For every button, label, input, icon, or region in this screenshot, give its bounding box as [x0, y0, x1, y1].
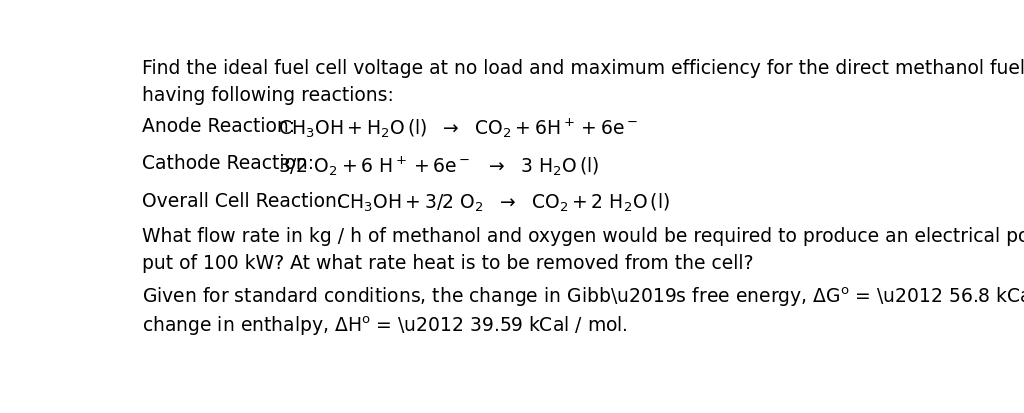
Text: $\mathregular{CH_3OH + 3/2\ O_2\ \ \rightarrow\ \ CO_2 + 2\ H_2O\,(l)}$: $\mathregular{CH_3OH + 3/2\ O_2\ \ \righ… [336, 192, 670, 214]
Text: Anode Reaction:: Anode Reaction: [142, 116, 295, 135]
Text: Cathode Reaction:: Cathode Reaction: [142, 154, 314, 173]
Text: $\mathregular{3/2\ O_2 + 6\ H^+ + 6e^-\ \ \rightarrow\ \ 3\ H_2O\,(l)}$: $\mathregular{3/2\ O_2 + 6\ H^+ + 6e^-\ … [278, 154, 599, 178]
Text: having following reactions:: having following reactions: [142, 86, 394, 105]
Text: Given for standard conditions, the change in Gibb\u2019s free energy, $\mathregu: Given for standard conditions, the chang… [142, 286, 1024, 309]
Text: change in enthalpy, $\mathregular{\Delta H^o}$ = \u2012 39.59 kCal / mol.: change in enthalpy, $\mathregular{\Delta… [142, 314, 628, 338]
Text: put of 100 kW? At what rate heat is to be removed from the cell?: put of 100 kW? At what rate heat is to b… [142, 254, 754, 273]
Text: $\mathregular{CH_3OH + H_2O\,(l)\ \ \rightarrow\ \ CO_2 + 6H^+ + 6e^-}$: $\mathregular{CH_3OH + H_2O\,(l)\ \ \rig… [278, 116, 638, 140]
Text: Find the ideal fuel cell voltage at no load and maximum efficiency for the direc: Find the ideal fuel cell voltage at no l… [142, 59, 1024, 78]
Text: Overall Cell Reaction:: Overall Cell Reaction: [142, 192, 343, 211]
Text: What flow rate in kg / h of methanol and oxygen would be required to produce an : What flow rate in kg / h of methanol and… [142, 227, 1024, 246]
